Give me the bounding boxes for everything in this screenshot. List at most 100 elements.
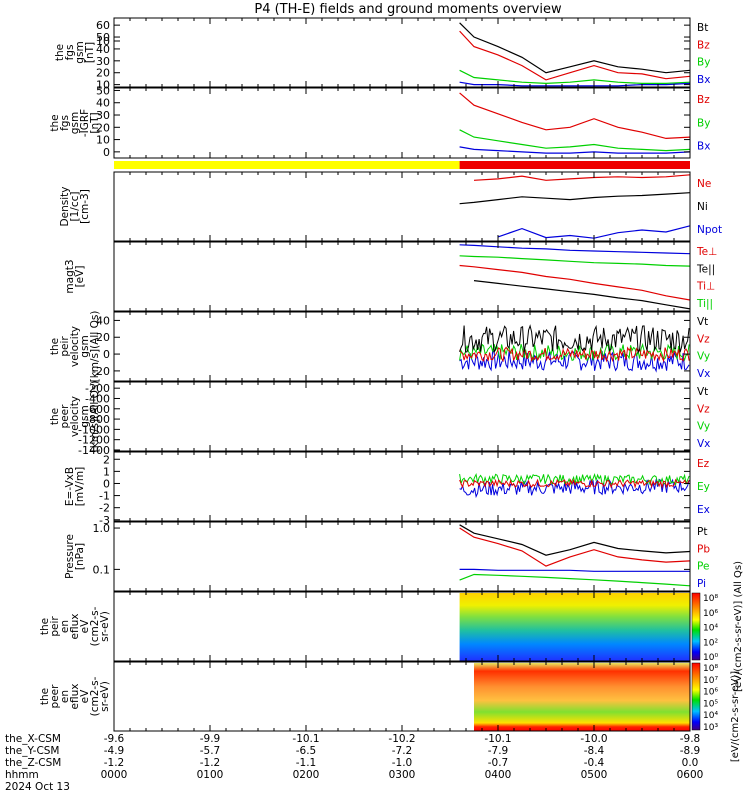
status-bar-red [459,161,690,169]
x-tick-value: 0400 [485,769,512,781]
legend-entry: Ne [697,178,711,190]
y-tick-label: -800 [85,413,110,426]
y-tick-label: -3 [99,514,110,527]
x-tick-value: -1.1 [296,757,317,769]
x-tick-value: -10.2 [388,733,415,745]
x-tick-value: -8.9 [680,745,701,757]
y-tick-label: 10 [96,35,110,48]
y-axis-label-line: -IGRF [79,109,91,137]
series-line-3 [459,346,690,363]
series-line-2 [459,192,691,205]
x-tick-value: -7.9 [488,745,509,757]
y-axis-label-line: velocity [69,326,81,367]
y-tick-label: 0 [103,146,110,159]
legend-entry: Te⊥ [696,246,717,258]
x-tick-value: -8.4 [584,745,605,757]
y-tick-label: 20 [96,67,110,80]
legend-entry: Bt [697,22,708,34]
y-tick-label: 2 [103,453,110,466]
legend-entry: Bz [697,39,710,51]
y-tick-label: -600 [85,403,110,416]
y-axis-label-line: (cm2-s- [89,676,101,716]
series-line-3 [459,146,691,154]
y-tick-label: 30 [96,109,110,122]
y-tick-label: 10 [96,134,110,147]
legend-entry: Ex [697,504,710,516]
colorbar-tick-label: 10⁷ [703,676,718,686]
x-tick-value: -1.0 [392,757,413,769]
y-tick-label: 20 [96,121,110,134]
series-line-1 [459,478,690,499]
series-line-4 [459,573,691,587]
legend-entry: Vy [697,351,710,363]
y-axis-label-line: en [59,690,71,703]
legend-entry: Bz [697,94,710,106]
legend-entry: Vx [697,368,710,380]
y-axis-label-line: E=-VxB [64,467,76,506]
x-tick-value: 0100 [197,769,224,781]
y-axis-label-line: [km/s](All Qs) [89,311,101,383]
x-tick-value: 0500 [581,769,608,781]
y-axis-label: Density[1/cc][cm-3] [59,187,91,227]
x-tick-value: 0200 [293,769,320,781]
y-axis-label-line: gsm [79,335,91,357]
y-axis-label-line: [nPa] [74,543,86,570]
x-tick-value: -6.5 [296,745,317,757]
panel-frame [113,381,691,452]
panel-10: 10100100010000thepeerenefluxeV(cm2-s-sr-… [39,35,741,762]
x-tick-value: 0.0 [682,757,699,769]
y-tick-label: -400 [85,392,110,405]
panel-frame [113,311,691,382]
y-axis-label-line: velocity [69,396,81,437]
status-bar-yellow [114,161,460,169]
colorbar-label: [eV/(cm2-s-sr-eV)] [730,671,741,762]
series-line-3 [459,478,690,489]
plot-title: P4 (TH-E) fields and ground moments over… [254,2,562,17]
x-tick-value: -0.7 [488,757,509,769]
y-axis-label-line: the [49,338,61,355]
y-axis-label-line: gsm [69,112,81,134]
legend-entry: Pe [697,561,709,573]
x-tick-value: -5.7 [200,745,221,757]
series-line-4 [459,81,691,87]
y-axis-label-line: [nT] [84,42,96,63]
y-axis-label-line: [1/cc] [69,192,81,222]
y-tick-label: 40 [96,97,110,110]
legend-entry: Vx [697,438,710,450]
y-axis-label-line: sr-eV) [99,611,111,642]
y-axis-label-line: fgs [64,45,76,61]
heatmap-cells [474,663,690,731]
panel-3: Density[1/cc][cm-3] Ne Ni Npot [59,171,722,242]
legend-entry: Bx [697,141,710,153]
y-axis-label-line: the [39,618,51,635]
y-axis-label-line: the [49,114,61,131]
x-tick-value: -9.6 [104,733,125,745]
x-tick-value: 0000 [101,769,128,781]
x-tick-value: -4.9 [104,745,125,757]
x-tick-value: -10.0 [580,733,607,745]
legend-entry: Ti⊥ [696,281,715,293]
y-axis-label-line: (cm2-s- [89,606,101,646]
y-axis-label-line: fgs [59,115,71,131]
series-line-1 [459,524,691,556]
y-axis-label-line: gsm [79,405,91,427]
y-axis-label-line: sr-eV) [99,681,111,712]
y-tick-label: -200 [85,382,110,395]
y-tick-label: 0 [103,477,110,490]
panel-frame [113,171,691,242]
panel-frame [113,241,691,312]
y-tick-label: -20 [92,365,110,378]
colorbar-tick-label: 10⁸ [703,594,718,604]
colorbar-tick-label: 10⁵ [703,699,718,709]
y-tick-label: 20 [96,331,110,344]
x-tick-value: -1.2 [200,757,221,769]
y-axis-label-line: [eV] [74,266,86,288]
legend-entry: Vz [697,403,710,415]
y-tick-label: 40 [96,43,110,56]
panel-9: 10100100010000thepeirenefluxeV(cm2-s-sr-… [39,561,744,692]
colorbar-tick-label: 10⁴ [703,624,718,634]
